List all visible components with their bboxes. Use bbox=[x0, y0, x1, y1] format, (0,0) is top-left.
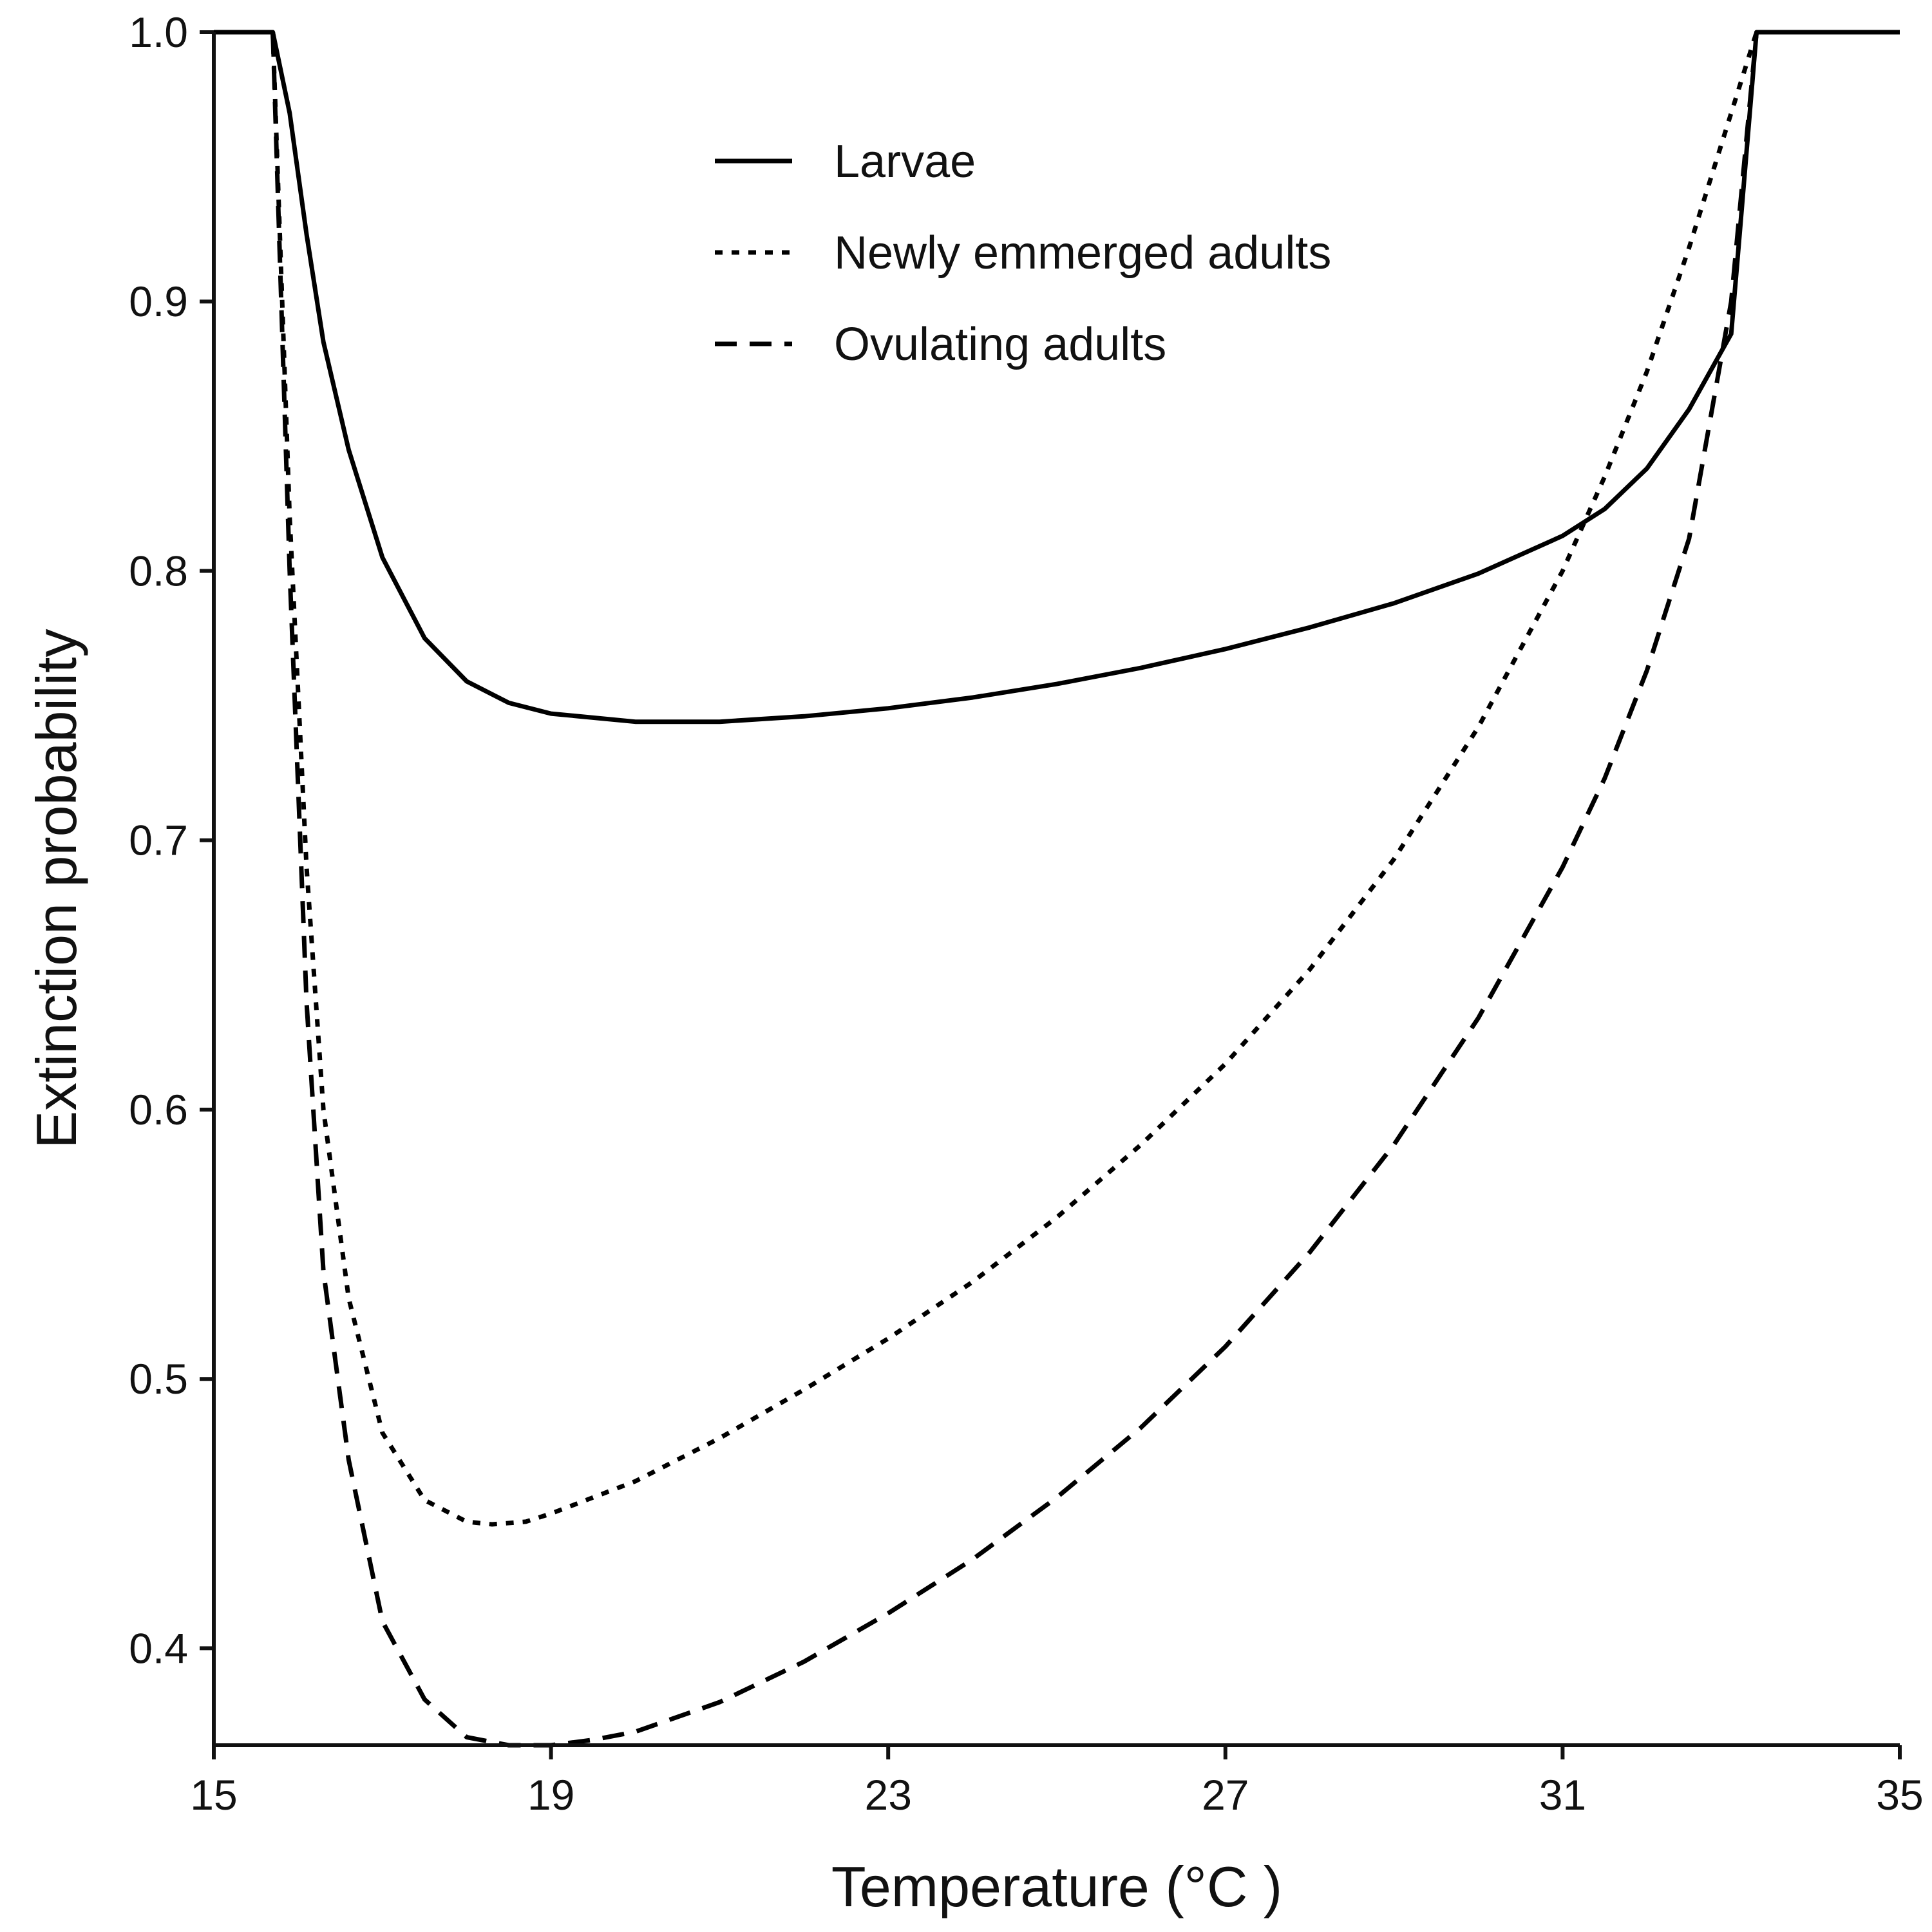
x-tick-label: 23 bbox=[864, 1771, 911, 1819]
y-tick-label: 0.5 bbox=[129, 1355, 188, 1403]
y-tick-label: 1.0 bbox=[129, 8, 188, 56]
y-tick-label: 0.4 bbox=[129, 1624, 188, 1672]
y-tick-label: 0.7 bbox=[129, 817, 188, 864]
x-tick-label: 19 bbox=[527, 1771, 574, 1819]
x-tick-label: 35 bbox=[1876, 1771, 1923, 1819]
y-axis-title-group: Extinction probability bbox=[24, 629, 88, 1148]
x-tick-label: 15 bbox=[190, 1771, 237, 1819]
x-ticks: 15 19 23 27 31 35 bbox=[190, 1745, 1924, 1819]
x-tick-label: 31 bbox=[1539, 1771, 1586, 1819]
series-line-3 bbox=[270, 32, 1759, 1748]
legend: Larvae Newly emmerged adults Ovulating adu… bbox=[715, 136, 1331, 370]
series-line-1 bbox=[214, 30, 1900, 724]
x-tick-label: 27 bbox=[1202, 1771, 1249, 1819]
legend-label: Larvae bbox=[834, 136, 976, 187]
legend-label: Ovulating adults bbox=[834, 319, 1166, 370]
y-tick-label: 0.6 bbox=[129, 1086, 188, 1133]
series-line-2 bbox=[270, 31, 1759, 1527]
y-tick-label: 0.8 bbox=[129, 547, 188, 594]
y-axis-title: Extinction probability bbox=[24, 629, 88, 1148]
x-axis-title: Temperature (°C ) bbox=[831, 1855, 1282, 1918]
y-tick-label: 0.9 bbox=[129, 278, 188, 325]
series-group bbox=[214, 30, 1900, 1748]
y-ticks: 0.4 0.5 0.6 0.7 0.8 0.9 1.0 bbox=[129, 8, 214, 1672]
legend-label: Newly emmerged adults bbox=[834, 227, 1331, 279]
